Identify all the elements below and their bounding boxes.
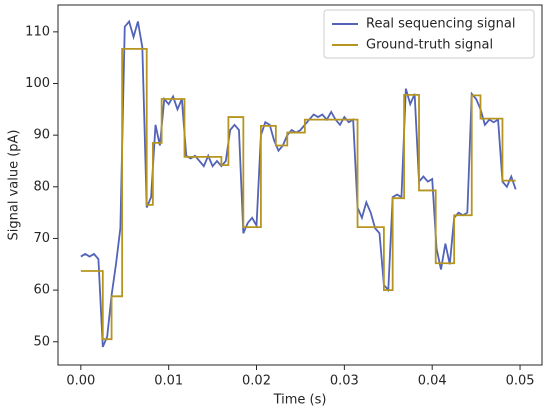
legend-label: Real sequencing signal — [366, 17, 516, 32]
x-tick-label: 0.04 — [418, 374, 447, 389]
y-tick-label: 70 — [33, 231, 50, 246]
x-tick-label: 0.00 — [66, 374, 95, 389]
y-tick-label: 50 — [33, 334, 50, 349]
legend-label: Ground-truth signal — [366, 38, 493, 53]
y-tick-label: 80 — [33, 179, 50, 194]
legend-box — [323, 9, 535, 59]
x-tick-label: 0.01 — [154, 374, 183, 389]
x-axis-label: Time (s) — [273, 393, 327, 408]
x-tick-label: 0.05 — [506, 374, 535, 389]
x-tick-label: 0.03 — [330, 374, 359, 389]
plot-frame — [57, 4, 543, 366]
x-tick-label: 0.02 — [242, 374, 271, 389]
y-tick-label: 100 — [25, 76, 50, 91]
series-line — [80, 48, 516, 341]
y-tick-label: 90 — [33, 128, 50, 143]
y-axis-label: Signal value (pA) — [7, 130, 22, 241]
y-tick-label: 110 — [25, 24, 50, 39]
y-tick-label: 60 — [33, 283, 50, 298]
